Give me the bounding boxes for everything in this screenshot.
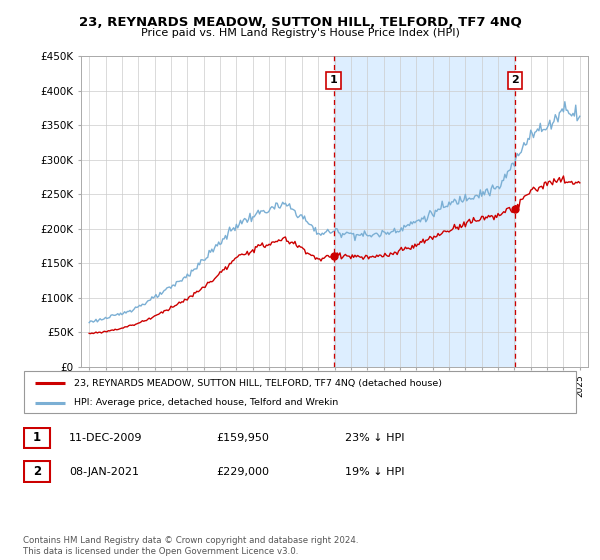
Text: 11-DEC-2009: 11-DEC-2009 — [69, 433, 143, 443]
Text: 23, REYNARDS MEADOW, SUTTON HILL, TELFORD, TF7 4NQ: 23, REYNARDS MEADOW, SUTTON HILL, TELFOR… — [79, 16, 521, 29]
Text: £229,000: £229,000 — [216, 466, 269, 477]
Text: 08-JAN-2021: 08-JAN-2021 — [69, 466, 139, 477]
Text: £159,950: £159,950 — [216, 433, 269, 443]
Bar — [334, 56, 515, 367]
Text: Price paid vs. HM Land Registry's House Price Index (HPI): Price paid vs. HM Land Registry's House … — [140, 28, 460, 38]
Text: 2: 2 — [511, 75, 519, 85]
Text: 2: 2 — [33, 465, 41, 478]
FancyBboxPatch shape — [24, 371, 576, 413]
Text: HPI: Average price, detached house, Telford and Wrekin: HPI: Average price, detached house, Telf… — [74, 398, 338, 407]
Text: 1: 1 — [330, 75, 338, 85]
Text: 19% ↓ HPI: 19% ↓ HPI — [345, 466, 404, 477]
FancyBboxPatch shape — [24, 461, 50, 482]
Text: 1: 1 — [33, 431, 41, 445]
FancyBboxPatch shape — [24, 428, 50, 448]
Text: Contains HM Land Registry data © Crown copyright and database right 2024.
This d: Contains HM Land Registry data © Crown c… — [23, 536, 358, 556]
Text: 23, REYNARDS MEADOW, SUTTON HILL, TELFORD, TF7 4NQ (detached house): 23, REYNARDS MEADOW, SUTTON HILL, TELFOR… — [74, 379, 442, 388]
Text: 23% ↓ HPI: 23% ↓ HPI — [345, 433, 404, 443]
